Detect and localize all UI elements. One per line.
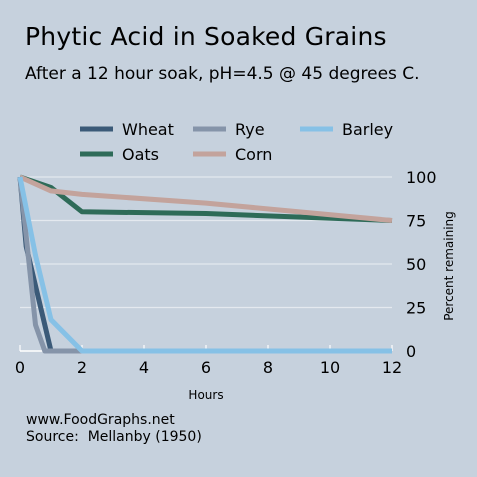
y-tick-label-25: 25 [406,299,426,318]
x-axis-label: Hours [188,388,223,402]
footer-source: Source: Mellanby (1950) [26,429,202,445]
y-axis-label: Percent remaining [442,211,456,321]
chart-subtitle: After a 12 hour soak, pH=4.5 @ 45 degree… [25,64,420,84]
x-tick-label-2: 2 [77,358,87,377]
x-tick-label-10: 10 [320,358,340,377]
x-tick-label-8: 8 [263,358,273,377]
x-tick-label-6: 6 [201,358,211,377]
x-tick-label-12: 12 [382,358,402,377]
y-tick-label-0: 0 [406,342,416,361]
footer-site: www.FoodGraphs.net [26,412,175,428]
chart-title: Phytic Acid in Soaked Grains [25,22,387,51]
y-tick-label-75: 75 [406,212,426,231]
legend-label-barley: Barley [342,120,393,139]
series-line-barley [17,176,392,354]
y-tick-label-50: 50 [406,255,426,274]
x-tick-label-4: 4 [139,358,149,377]
legend-label-rye: Rye [235,120,265,139]
y-tick-label-100: 100 [406,168,437,187]
legend-label-oats: Oats [122,145,159,164]
x-tick-label-0: 0 [15,358,25,377]
legend-label-corn: Corn [235,145,272,164]
legend-label-wheat: Wheat [122,120,174,139]
series-line-corn [18,174,393,223]
footer: www.FoodGraphs.net Source: Mellanby (195… [26,412,202,446]
